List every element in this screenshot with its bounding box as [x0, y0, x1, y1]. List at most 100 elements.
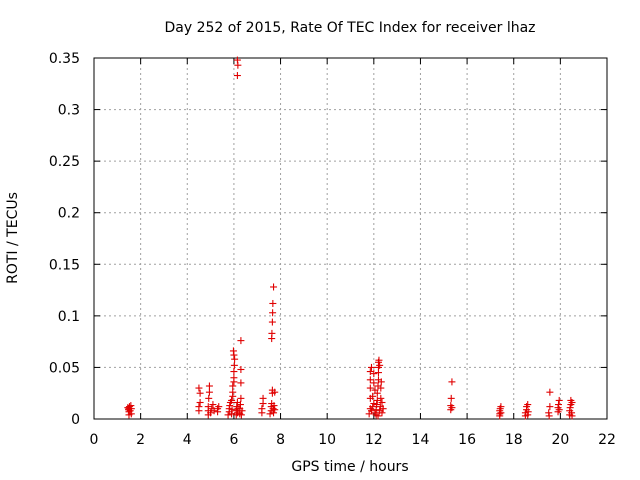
data-point	[237, 365, 245, 373]
data-point	[230, 374, 238, 382]
data-point	[268, 318, 276, 326]
x-tick-label: 10	[318, 432, 336, 448]
data-point	[373, 401, 381, 409]
y-tick-label: 0.2	[58, 206, 80, 222]
plot-frame	[93, 57, 608, 420]
data-point	[555, 396, 563, 404]
data-point	[195, 403, 203, 411]
data-point	[497, 409, 505, 417]
data-point	[377, 378, 385, 386]
data-point	[370, 379, 378, 387]
data-point	[497, 403, 505, 411]
data-point	[233, 56, 241, 64]
data-point	[545, 412, 553, 420]
data-point	[230, 361, 238, 369]
data-point	[237, 411, 245, 419]
data-point	[237, 394, 245, 402]
data-point	[233, 72, 241, 80]
x-tick-label: 0	[90, 432, 99, 448]
data-point	[270, 402, 278, 410]
data-point	[448, 378, 456, 386]
data-point	[231, 355, 239, 363]
data-point	[228, 396, 236, 404]
data-point	[568, 412, 576, 420]
data-point	[448, 404, 456, 412]
data-point	[447, 394, 455, 402]
y-tick-label: 0.05	[49, 360, 80, 376]
data-point	[369, 403, 377, 411]
data-point	[377, 384, 385, 392]
data-point	[205, 394, 213, 402]
data-point	[237, 337, 245, 345]
x-tick-label: 6	[229, 432, 238, 448]
chart-title: Day 252 of 2015, Rate Of TEC Index for r…	[164, 20, 535, 36]
data-point	[228, 406, 236, 414]
data-point	[367, 363, 375, 371]
data-points	[124, 56, 576, 420]
data-point	[215, 403, 223, 411]
y-tick-label: 0.1	[58, 309, 80, 325]
data-point	[229, 382, 237, 390]
data-point	[230, 368, 238, 376]
data-point	[270, 409, 278, 417]
x-tick-label: 22	[598, 432, 616, 448]
data-point	[196, 398, 204, 406]
data-point	[229, 347, 237, 355]
data-point	[258, 405, 266, 413]
data-point	[270, 283, 278, 291]
data-point	[546, 403, 554, 411]
data-point	[373, 389, 381, 397]
data-point	[196, 389, 204, 397]
data-point	[269, 299, 277, 307]
data-point	[269, 309, 277, 317]
data-point	[125, 406, 133, 414]
x-tick-label: 20	[551, 432, 569, 448]
data-point	[266, 410, 274, 418]
y-tick-label: 0	[71, 412, 80, 428]
data-point	[195, 384, 203, 392]
data-point	[566, 404, 574, 412]
data-point	[209, 401, 217, 409]
data-point	[568, 398, 576, 406]
data-point	[271, 406, 279, 414]
y-axis-label: ROTI / TECUs	[5, 192, 21, 284]
data-point	[376, 361, 384, 369]
data-point	[375, 356, 383, 364]
x-tick-label: 8	[276, 432, 285, 448]
y-tick-label: 0.35	[49, 51, 80, 67]
data-point	[554, 401, 562, 409]
data-point	[366, 376, 374, 384]
data-point	[369, 392, 377, 400]
data-point	[378, 398, 386, 406]
y-tick-label: 0.25	[49, 154, 80, 170]
data-point	[259, 394, 267, 402]
x-axis-label: GPS time / hours	[291, 459, 408, 475]
data-point	[524, 411, 532, 419]
data-point	[271, 388, 279, 396]
grid	[94, 58, 607, 419]
y-tick-label: 0.3	[58, 103, 80, 119]
x-tick-label: 18	[505, 432, 523, 448]
data-point	[229, 388, 237, 396]
data-point	[205, 388, 213, 396]
x-tick-label: 14	[412, 432, 430, 448]
data-point	[236, 401, 244, 409]
data-point	[374, 412, 382, 420]
data-point	[237, 379, 245, 387]
data-point	[224, 411, 232, 419]
data-point	[238, 407, 246, 415]
data-point	[370, 370, 378, 378]
data-point	[378, 409, 386, 417]
x-tick-label: 12	[365, 432, 383, 448]
x-tick-label: 4	[183, 432, 192, 448]
y-tick-label: 0.15	[49, 257, 80, 273]
data-point	[555, 406, 563, 414]
data-point	[268, 329, 276, 337]
data-point	[366, 384, 374, 392]
axis-ticks: 0 2 4 6 8 10 12 14 16 18 20 22 0 0.05 0.1 0.15 0.2 0.25 0.…	[49, 51, 616, 448]
x-tick-label: 16	[458, 432, 476, 448]
data-point	[524, 401, 532, 409]
x-tick-label: 2	[136, 432, 145, 448]
data-point	[226, 402, 234, 410]
